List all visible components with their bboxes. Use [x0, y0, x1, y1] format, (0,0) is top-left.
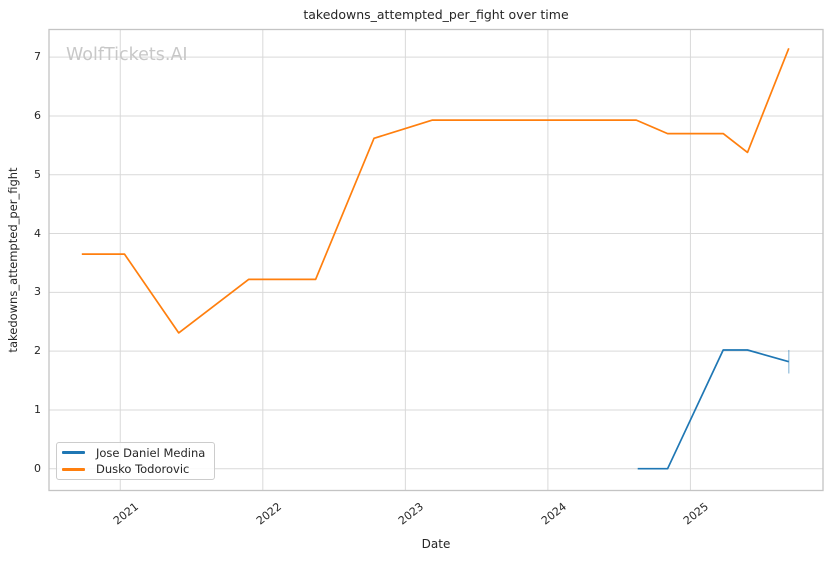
legend-item-jose-daniel-medina: Jose Daniel Medina: [62, 445, 208, 461]
y-tick-label-1: 1: [34, 402, 41, 416]
y-tick-label-5: 5: [34, 167, 41, 181]
medina-line-swatch: [62, 451, 85, 455]
y-tick-label-3: 3: [34, 285, 41, 299]
chart-title: takedowns_attempted_per_fight over time: [303, 7, 569, 22]
legend: Jose Daniel Medina Dusko Todorovic: [56, 442, 215, 480]
y-tick-label-6: 6: [34, 108, 41, 122]
x-axis-label: Date: [421, 537, 451, 551]
legend-item-dusko-todorovic: Dusko Todorovic: [62, 462, 208, 478]
y-tick-label-7: 7: [34, 50, 41, 64]
plot-border: [48, 28, 824, 492]
legend-label-todorovic: Dusko Todorovic: [96, 462, 190, 477]
y-tick-label-0: 0: [34, 461, 41, 475]
legend-label-medina: Jose Daniel Medina: [96, 445, 206, 460]
y-axis-label: takedowns_attempted_per_fight: [6, 167, 20, 353]
y-tick-label-4: 4: [34, 226, 41, 240]
watermark-text: WolfTickets.AI: [66, 45, 188, 65]
series-line-jose-daniel-medina: [637, 349, 790, 470]
todorovic-line-swatch: [62, 467, 85, 471]
y-tick-label-2: 2: [34, 344, 41, 358]
series-line-dusko-todorovic: [81, 47, 790, 334]
